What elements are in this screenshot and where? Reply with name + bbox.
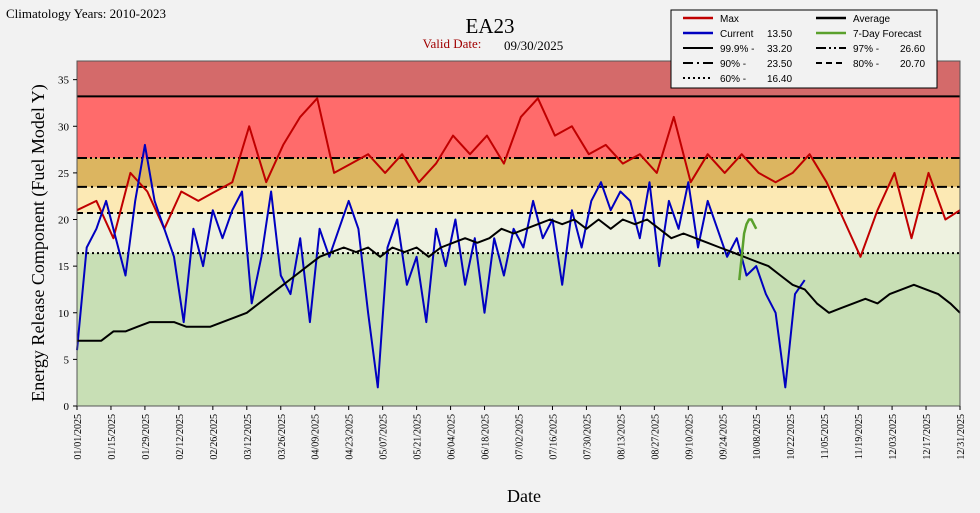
legend-label: 7-Day Forecast bbox=[853, 29, 922, 40]
legend-label: 80% - bbox=[853, 59, 879, 70]
x-tick-label: 07/16/2025 bbox=[548, 414, 559, 460]
y-tick-label: 20 bbox=[58, 215, 70, 227]
y-tick-label: 5 bbox=[64, 354, 70, 366]
legend-value: 16.40 bbox=[767, 74, 792, 85]
x-tick-label: 03/12/2025 bbox=[243, 414, 254, 460]
legend-value: 20.70 bbox=[900, 59, 925, 70]
x-tick-label: 11/05/2025 bbox=[820, 414, 831, 459]
valid-date-value: 09/30/2025 bbox=[504, 38, 563, 53]
climatology-label: Climatology Years: 2010-2023 bbox=[6, 6, 166, 21]
legend-value: 33.20 bbox=[767, 44, 792, 55]
x-tick-label: 12/31/2025 bbox=[956, 414, 967, 460]
legend-label: 90% - bbox=[720, 59, 746, 70]
x-tick-label: 02/12/2025 bbox=[175, 414, 186, 460]
x-axis-label: Date bbox=[507, 486, 541, 506]
y-tick-label: 15 bbox=[58, 261, 70, 273]
legend-label: Current bbox=[720, 29, 754, 40]
x-tick-label: 09/24/2025 bbox=[718, 414, 729, 460]
x-tick-label: 03/26/2025 bbox=[277, 414, 288, 460]
y-tick-label: 0 bbox=[64, 401, 70, 413]
legend: Max Average Current 13.50 7-Day Forecast 99.9… bbox=[670, 9, 938, 89]
band-5 bbox=[77, 253, 960, 406]
legend-value: 26.60 bbox=[900, 44, 925, 55]
y-tick-label: 35 bbox=[58, 75, 70, 87]
legend-label: 97% - bbox=[853, 44, 879, 55]
chart-title: EA23 bbox=[466, 14, 515, 38]
x-tick-label: 01/29/2025 bbox=[141, 414, 152, 460]
x-tick-label: 06/04/2025 bbox=[447, 414, 458, 460]
x-tick-label: 04/23/2025 bbox=[345, 414, 356, 460]
x-tick-label: 04/09/2025 bbox=[311, 414, 322, 460]
y-axis-label: Energy Release Component (Fuel Model Y) bbox=[28, 84, 49, 401]
y-tick-label: 25 bbox=[58, 168, 70, 180]
series-max bbox=[76, 97, 961, 258]
legend-box bbox=[670, 9, 938, 89]
x-tick-label: 05/07/2025 bbox=[379, 414, 390, 460]
x-tick-label: 10/22/2025 bbox=[786, 414, 797, 460]
x-tick-label: 11/19/2025 bbox=[854, 414, 865, 459]
x-tick-label: 09/10/2025 bbox=[684, 414, 695, 460]
legend-value: 13.50 bbox=[767, 29, 792, 40]
y-tick-label: 30 bbox=[58, 121, 70, 133]
x-tick-label: 01/01/2025 bbox=[73, 414, 84, 460]
x-tick-label: 06/18/2025 bbox=[481, 414, 492, 460]
x-tick-label: 12/17/2025 bbox=[922, 414, 933, 460]
x-tick-label: 07/30/2025 bbox=[582, 414, 593, 460]
band-2 bbox=[77, 157, 960, 187]
x-tick-label: 07/02/2025 bbox=[515, 414, 526, 460]
x-tick-label: 10/08/2025 bbox=[752, 414, 763, 460]
series-7-day-forecast bbox=[738, 218, 758, 281]
x-tick-label: 05/21/2025 bbox=[413, 414, 424, 460]
series-current bbox=[76, 143, 806, 389]
x-tick-label: 01/15/2025 bbox=[107, 414, 118, 460]
legend-label: 99.9% - bbox=[720, 44, 754, 55]
band-1 bbox=[77, 96, 960, 158]
valid-date-label: Valid Date: bbox=[423, 36, 482, 51]
legend-value: 23.50 bbox=[767, 59, 792, 70]
series-average bbox=[77, 218, 961, 342]
x-tick-label: 02/26/2025 bbox=[209, 414, 220, 460]
x-tick-label: 08/13/2025 bbox=[616, 414, 627, 460]
x-tick-label: 12/03/2025 bbox=[888, 414, 899, 460]
x-tick-label: 08/27/2025 bbox=[650, 414, 661, 460]
band-3 bbox=[77, 186, 960, 213]
legend-label: Max bbox=[720, 14, 739, 25]
legend-label: 60% - bbox=[720, 74, 746, 85]
legend-label: Average bbox=[853, 14, 891, 25]
plot-area: 0 5 10 15 20 25 30 35 01/01/2025 01/15/2025 01/29/… bbox=[58, 60, 967, 460]
y-tick-label: 10 bbox=[58, 308, 70, 320]
